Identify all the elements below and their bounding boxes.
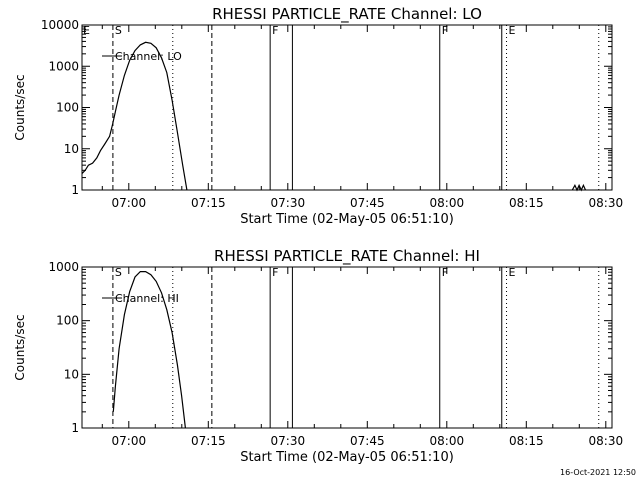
marker-flag: F bbox=[442, 266, 448, 279]
legend-label: Channel: LO bbox=[115, 50, 182, 63]
y-tick-label: 1000 bbox=[48, 59, 79, 73]
x-tick-label: 08:15 bbox=[509, 196, 544, 210]
legend-label: Channel: HI bbox=[115, 292, 179, 305]
plot-panel-2: RHESSI PARTICLE_RATE Channel: HI 07:00 07:… bbox=[13, 247, 623, 465]
marker-flag: F bbox=[272, 266, 278, 279]
y-tick-label: 100 bbox=[56, 101, 79, 115]
y-tick-label: 10000 bbox=[41, 18, 79, 32]
y-axis-label: Counts/sec bbox=[13, 314, 27, 380]
x-tick-label: 08:30 bbox=[589, 196, 624, 210]
y-tick-label: 1000 bbox=[48, 260, 79, 274]
x-tick-label: 08:15 bbox=[509, 434, 544, 448]
corner-flag: E bbox=[83, 24, 90, 37]
series-line-1 bbox=[81, 41, 188, 191]
y-tick-label: 100 bbox=[56, 314, 79, 328]
x-axis-label: Start Time (02-May-05 06:51:10) bbox=[240, 450, 454, 465]
plot-panel-1: RHESSI PARTICLE_RATE Channel: LO 07:00 07:… bbox=[13, 5, 623, 227]
chart-title: RHESSI PARTICLE_RATE Channel: LO bbox=[212, 5, 482, 24]
x-tick-label: 07:30 bbox=[271, 196, 306, 210]
x-tick-label: 08:00 bbox=[430, 434, 465, 448]
chart-title: RHESSI PARTICLE_RATE Channel: HI bbox=[214, 247, 480, 266]
marker-flag: F bbox=[272, 24, 278, 37]
x-tick-label: 07:45 bbox=[350, 434, 385, 448]
series-line-2 bbox=[571, 183, 587, 192]
x-tick-label: 07:00 bbox=[112, 196, 147, 210]
x-tick-label: 07:15 bbox=[191, 196, 226, 210]
timestamp: 16-Oct-2021 12:50 bbox=[560, 468, 636, 477]
marker-flag: S bbox=[115, 266, 122, 279]
marker-flag: E bbox=[509, 24, 516, 37]
marker-flag: S bbox=[115, 24, 122, 37]
x-tick-label: 08:30 bbox=[589, 434, 624, 448]
marker-flag: F bbox=[442, 24, 448, 37]
marker-flag: E bbox=[509, 266, 516, 279]
x-tick-label: 07:30 bbox=[271, 434, 306, 448]
y-tick-label: 1 bbox=[71, 421, 79, 435]
series-line-1 bbox=[112, 271, 186, 429]
plot-frame bbox=[81, 266, 613, 429]
y-tick-label: 1 bbox=[71, 183, 79, 197]
x-axis-label: Start Time (02-May-05 06:51:10) bbox=[240, 212, 454, 227]
x-tick-label: 07:00 bbox=[112, 434, 147, 448]
y-tick-label: 10 bbox=[64, 367, 79, 381]
x-tick-label: 07:15 bbox=[191, 434, 226, 448]
y-axis-label: Counts/sec bbox=[13, 74, 27, 140]
x-tick-label: 08:00 bbox=[430, 196, 465, 210]
x-tick-label: 07:45 bbox=[350, 196, 385, 210]
y-tick-label: 10 bbox=[64, 142, 79, 156]
